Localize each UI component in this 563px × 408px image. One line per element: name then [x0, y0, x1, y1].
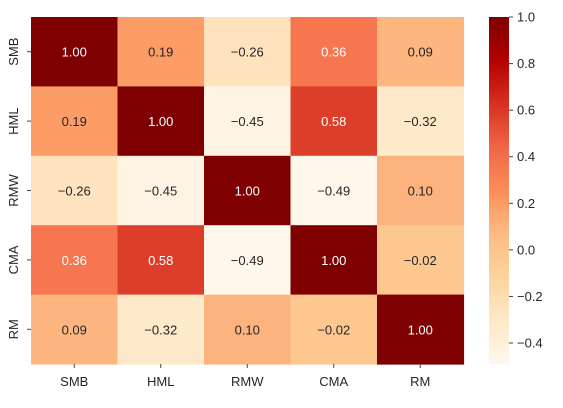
cell-value-label: 0.19: [148, 45, 173, 60]
heatmap-cell-cma-rm: [377, 225, 465, 296]
heatmap-cell-cma-cma: [290, 225, 378, 296]
heatmap-cell-smb-rm: [377, 17, 465, 87]
colorbar-gradient: [489, 17, 509, 364]
cell-value-label: 0.10: [235, 322, 260, 337]
cell-value-label: −0.45: [231, 114, 264, 129]
heatmap-cell-rm-hml: [117, 294, 205, 365]
cell-value-label: 0.36: [321, 45, 346, 60]
heatmap-cell-rmw-rmw: [204, 155, 292, 226]
heatmap-cell-smb-hml: [117, 17, 205, 87]
y-tick-label: RM: [6, 319, 21, 339]
heatmap-cell-cma-rmw: [204, 225, 292, 296]
colorbar-tick-label: 0.0: [517, 242, 535, 257]
colorbar: 1.0 0.8 0.6 0.4 0.2 0.0 −0.2 −0.4: [489, 10, 543, 364]
heatmap-cells: [31, 17, 465, 365]
heatmap-cell-rmw-smb: [31, 155, 119, 226]
cell-value-label: 1.00: [321, 253, 346, 268]
heatmap-cell-hml-rm: [377, 86, 465, 157]
cell-value-label: −0.49: [317, 184, 350, 199]
y-tick-label: CMA: [6, 245, 21, 274]
heatmap-cell-rmw-rm: [377, 155, 465, 226]
colorbar-tick-label: 0.2: [517, 196, 535, 211]
x-tick-label: HML: [147, 374, 174, 389]
x-axis: SMB HML RMW CMA RM: [60, 364, 430, 389]
x-tick-label: RM: [410, 374, 430, 389]
cell-value-label: 0.19: [62, 114, 87, 129]
cell-value-label: −0.32: [144, 322, 177, 337]
cell-value-label: 1.00: [62, 45, 87, 60]
cell-value-label: 0.36: [62, 253, 87, 268]
x-tick-label: RMW: [231, 374, 264, 389]
cell-value-label: 1.00: [408, 322, 433, 337]
colorbar-tick-label: −0.2: [517, 289, 543, 304]
colorbar-tick-label: 0.4: [517, 149, 535, 164]
cell-value-label: 0.09: [62, 322, 87, 337]
heatmap-cell-cma-hml: [117, 225, 205, 296]
cell-value-label: 0.09: [408, 45, 433, 60]
cell-value-label: −0.02: [404, 253, 437, 268]
cell-value-label: −0.45: [144, 184, 177, 199]
colorbar-tick-label: 1.0: [517, 10, 535, 25]
y-axis: SMB HML RMW CMA RM: [6, 38, 31, 339]
cell-value-label: −0.02: [317, 322, 350, 337]
heatmap-cell-smb-rmw: [204, 17, 292, 87]
heatmap-cell-rm-rmw: [204, 294, 292, 365]
heatmap-cell-rmw-hml: [117, 155, 205, 226]
x-tick-label: SMB: [60, 374, 88, 389]
y-tick-label: SMB: [6, 38, 21, 66]
cell-value-label: −0.26: [231, 45, 264, 60]
cell-value-label: 0.10: [408, 184, 433, 199]
colorbar-tick-label: 0.8: [517, 56, 535, 71]
cell-value-label: −0.49: [231, 253, 264, 268]
x-tick-label: CMA: [319, 374, 348, 389]
heatmap-cell-smb-cma: [290, 17, 378, 87]
heatmap-cell-labels: 1.00 0.19 −0.26 0.36 0.09 0.19 1.00 −0.45 0.58 −0…: [58, 45, 437, 338]
colorbar-tick-label: 0.6: [517, 103, 535, 118]
cell-value-label: 1.00: [235, 184, 260, 199]
heatmap-cell-rm-smb: [31, 294, 119, 365]
cell-value-label: −0.32: [404, 114, 437, 129]
heatmap-cell-hml-rmw: [204, 86, 292, 157]
cell-value-label: 0.58: [148, 253, 173, 268]
heatmap-cell-rmw-cma: [290, 155, 378, 226]
heatmap-cell-cma-smb: [31, 225, 119, 296]
heatmap-cell-rm-cma: [290, 294, 378, 365]
cell-value-label: 1.00: [148, 114, 173, 129]
heatmap-cell-hml-smb: [31, 86, 119, 157]
colorbar-tick-label: −0.4: [517, 336, 543, 351]
y-tick-label: HML: [6, 107, 21, 134]
y-tick-label: RMW: [6, 174, 21, 207]
heatmap-cell-hml-cma: [290, 86, 378, 157]
heatmap-cell-rm-rm: [377, 294, 465, 365]
cell-value-label: −0.26: [58, 184, 91, 199]
heatmap-cell-hml-hml: [117, 86, 205, 157]
heatmap-cell-smb-smb: [31, 17, 119, 87]
cell-value-label: 0.58: [321, 114, 346, 129]
